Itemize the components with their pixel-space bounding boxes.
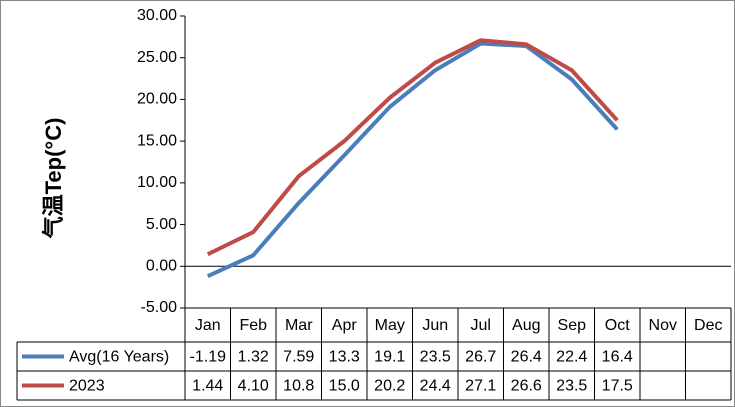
- line-series: [206, 38, 619, 257]
- x-tick-label: Jan: [195, 317, 221, 334]
- x-tick-label: Nov: [649, 317, 677, 334]
- x-tick-label: Oct: [605, 317, 630, 334]
- table-value: 22.4: [556, 349, 587, 366]
- table-value: -1.19: [190, 349, 227, 366]
- legend-label: Avg(16 Years): [69, 349, 169, 366]
- y-tick-label: 30.00: [137, 7, 177, 24]
- table-value: 17.5: [602, 378, 633, 395]
- table-value: 27.1: [465, 378, 496, 395]
- table-value: 20.2: [374, 378, 405, 395]
- table-value: 10.8: [283, 378, 314, 395]
- table-value: 1.44: [192, 378, 223, 395]
- table-value: 19.1: [374, 349, 405, 366]
- table-value: 26.6: [511, 378, 542, 395]
- y-tick-label: 15.00: [137, 132, 177, 149]
- x-tick-label: Aug: [512, 317, 540, 334]
- table-value: 4.10: [238, 378, 269, 395]
- y-tick-label: 25.00: [137, 49, 177, 66]
- table-value: 15.0: [329, 378, 360, 395]
- table-value: 26.4: [511, 349, 542, 366]
- y-tick-label: -5.00: [141, 299, 178, 316]
- x-tick-label: Feb: [239, 317, 267, 334]
- x-tick-label: Mar: [285, 317, 313, 334]
- x-tick-label: May: [375, 317, 405, 334]
- x-tick-label: Sep: [558, 317, 587, 334]
- line-series: [206, 41, 619, 279]
- table-value: 24.4: [420, 378, 451, 395]
- x-tick-label: Jul: [471, 317, 491, 334]
- y-tick-label: 5.00: [146, 216, 177, 233]
- x-tick-label: Apr: [332, 317, 358, 334]
- table-value: 13.3: [329, 349, 360, 366]
- y-tick-label: 0.00: [146, 258, 177, 275]
- table-value: 23.5: [420, 349, 451, 366]
- x-tick-label: Jun: [422, 317, 448, 334]
- y-tick-label: 10.00: [137, 174, 177, 191]
- table-value: 16.4: [602, 349, 633, 366]
- table-value: 23.5: [556, 378, 587, 395]
- table-value: 7.59: [283, 349, 314, 366]
- x-tick-label: Dec: [694, 317, 722, 334]
- y-axis-label: 气温Tep(°C): [41, 118, 66, 240]
- y-tick-label: 20.00: [137, 91, 177, 108]
- legend-label: 2023: [69, 378, 105, 395]
- table-value: 26.7: [465, 349, 496, 366]
- table-value: 1.32: [238, 349, 269, 366]
